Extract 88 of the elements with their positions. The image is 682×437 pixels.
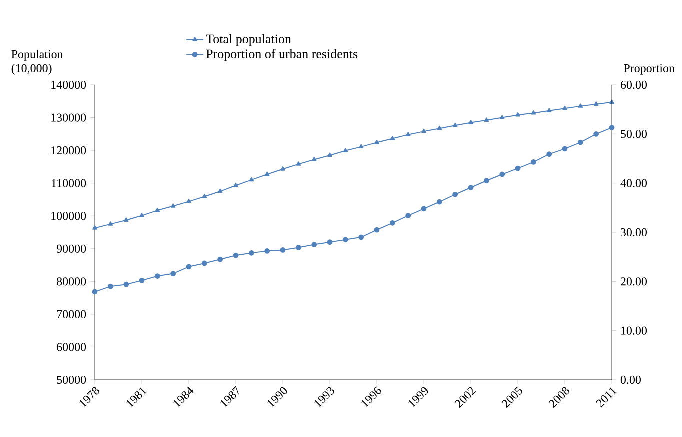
point (390, 220, 396, 226)
y-tick-label: 130000 (52, 114, 86, 122)
point (170, 271, 176, 276)
point (312, 242, 318, 248)
point (312, 157, 317, 162)
y-tick-label: 60000 (57, 343, 86, 352)
point (484, 178, 490, 184)
point (594, 131, 600, 137)
y-tick-label: 120000 (52, 146, 86, 155)
point (186, 199, 192, 204)
point (92, 226, 98, 230)
point (328, 152, 332, 158)
point (343, 148, 348, 152)
point (202, 194, 208, 198)
y2-tick-label: 20.00 (620, 278, 647, 286)
point (140, 213, 144, 218)
point (578, 140, 584, 146)
point (139, 278, 145, 284)
point (358, 144, 364, 149)
point (218, 188, 223, 194)
point (280, 166, 286, 171)
y-tick-label: 90000 (56, 244, 86, 253)
point (374, 227, 380, 233)
point (516, 112, 520, 117)
y2-tick-label: 30.00 (621, 228, 647, 237)
y-tick-label: 110000 (52, 179, 86, 188)
point (421, 206, 427, 212)
point (436, 199, 442, 205)
y-tick-label: 80000 (57, 278, 86, 286)
point (327, 240, 333, 246)
point (531, 110, 536, 115)
y2-axis-title: Proportion (624, 64, 675, 75)
y-tick-label: 140000 (52, 80, 86, 90)
point (248, 250, 254, 256)
point (108, 284, 114, 290)
point (562, 106, 568, 110)
point (170, 204, 176, 208)
y-tick-label: 100000 (52, 212, 86, 220)
point (422, 128, 426, 134)
y2-tick-label: 10.00 (622, 326, 647, 335)
point (186, 264, 192, 270)
point (578, 104, 584, 108)
point (92, 289, 98, 295)
point (218, 256, 224, 262)
y-tick-label: 50000 (57, 376, 86, 384)
y2-tick-label: 0.00 (620, 376, 641, 384)
y2-tick-label: 60.00 (620, 80, 647, 90)
y-axis-title: Population (10,000) (12, 50, 64, 75)
point (108, 222, 114, 226)
point (155, 208, 160, 212)
point (468, 185, 474, 190)
point (594, 102, 599, 106)
point (452, 192, 458, 198)
point (296, 245, 302, 250)
point (264, 248, 270, 254)
point (264, 172, 270, 176)
point (530, 160, 536, 165)
y2-tick-label: 40.00 (620, 179, 647, 188)
point (296, 162, 302, 166)
point (374, 140, 380, 144)
y-tick-label: 70000 (57, 310, 86, 318)
point (406, 213, 412, 218)
point (546, 152, 552, 158)
point (500, 172, 506, 178)
point (609, 125, 615, 130)
point (280, 248, 286, 253)
point (406, 132, 411, 136)
point (234, 182, 238, 188)
point (154, 274, 160, 279)
point (500, 115, 505, 120)
point (468, 120, 474, 124)
point (562, 146, 568, 152)
point (452, 122, 458, 128)
point (342, 237, 348, 243)
point (202, 260, 208, 266)
point (249, 177, 254, 182)
y2-tick-label: 50.00 (621, 130, 647, 138)
point (390, 136, 396, 140)
point (358, 234, 364, 240)
point (515, 166, 521, 172)
point (546, 108, 552, 112)
legend-label: Total population (206, 34, 292, 46)
point (124, 282, 130, 288)
point (437, 126, 442, 130)
point (124, 218, 129, 222)
point (233, 252, 239, 258)
point (484, 118, 490, 122)
legend-label: Proportion of urban residents (206, 49, 358, 62)
